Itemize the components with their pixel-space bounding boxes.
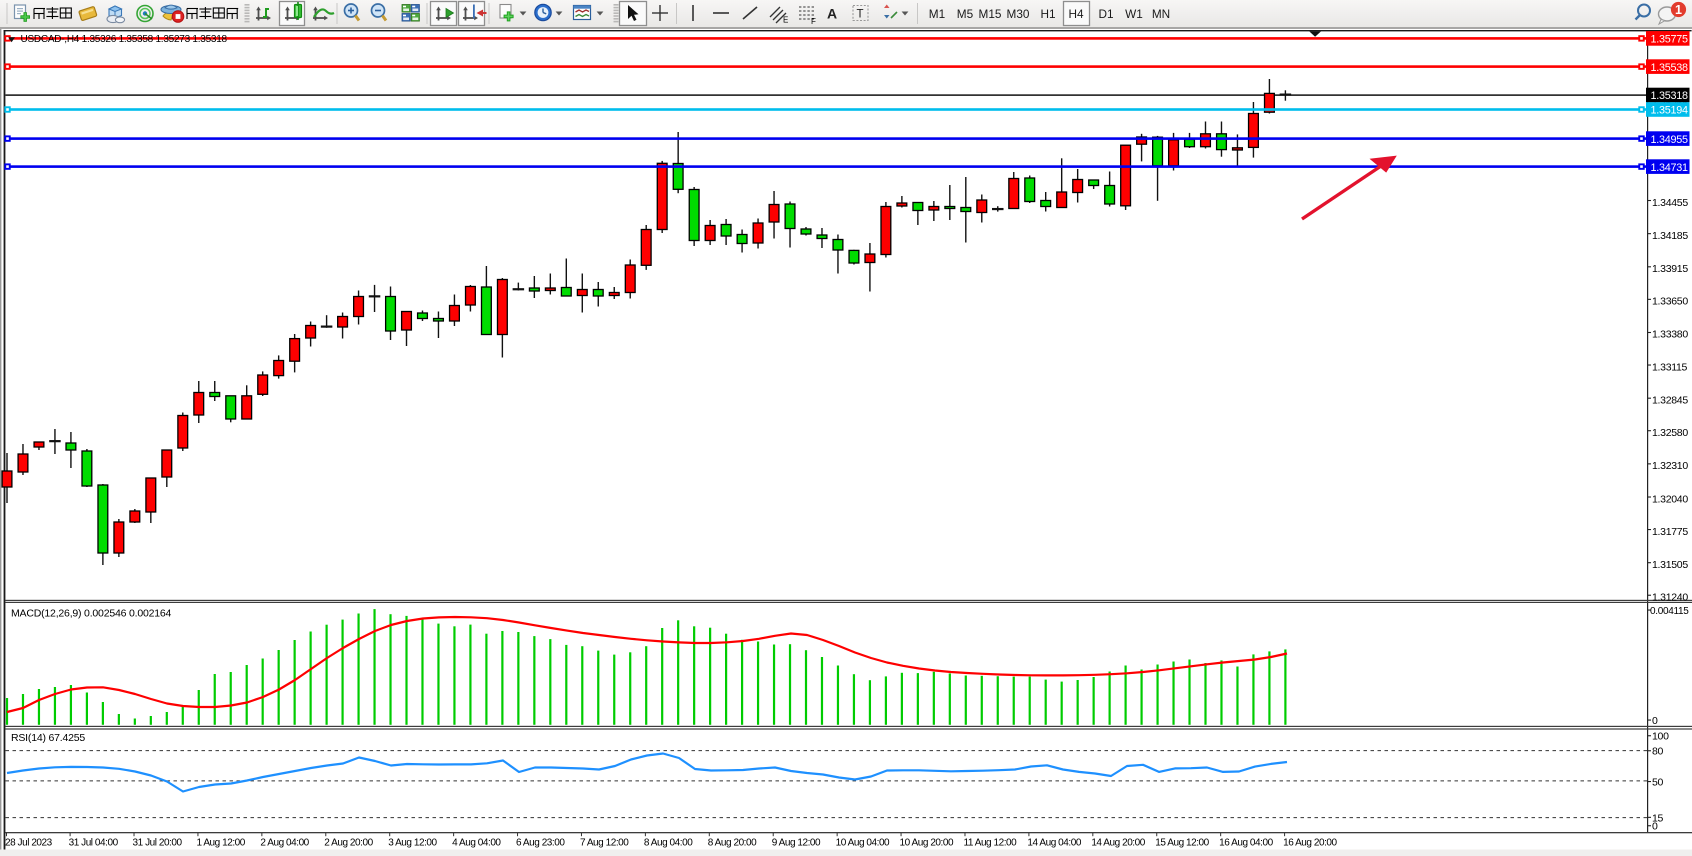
svg-text:1.35538: 1.35538 xyxy=(1651,62,1689,74)
svg-text:1.33380: 1.33380 xyxy=(1652,329,1688,341)
svg-text:A: A xyxy=(827,6,837,22)
svg-text:M5: M5 xyxy=(957,7,974,21)
svg-text:7 Aug 12:00: 7 Aug 12:00 xyxy=(580,838,629,849)
svg-text:H1: H1 xyxy=(1040,7,1055,21)
svg-text:1 Aug 12:00: 1 Aug 12:00 xyxy=(196,838,245,849)
svg-text:RSI(14) 67.4255: RSI(14) 67.4255 xyxy=(11,732,85,744)
svg-text:0.004115: 0.004115 xyxy=(1650,606,1689,617)
svg-text:M1: M1 xyxy=(929,7,945,21)
svg-text:1.35775: 1.35775 xyxy=(1651,34,1689,46)
svg-text:14 Aug 20:00: 14 Aug 20:00 xyxy=(1091,838,1145,849)
svg-text:1.35194: 1.35194 xyxy=(1651,105,1689,117)
svg-text:3 Aug 12:00: 3 Aug 12:00 xyxy=(388,838,437,849)
svg-text:2 Aug 04:00: 2 Aug 04:00 xyxy=(260,838,309,849)
svg-text:28 Jul 2023: 28 Jul 2023 xyxy=(5,838,53,849)
svg-text:31 Jul 04:00: 31 Jul 04:00 xyxy=(69,838,119,849)
svg-text:15: 15 xyxy=(1652,812,1664,824)
svg-text:1.31240: 1.31240 xyxy=(1652,591,1688,603)
svg-text:6 Aug 23:00: 6 Aug 23:00 xyxy=(516,838,565,849)
svg-text:10 Aug 20:00: 10 Aug 20:00 xyxy=(900,838,954,849)
svg-text:1.33915: 1.33915 xyxy=(1652,263,1688,275)
svg-text:0: 0 xyxy=(1652,821,1658,833)
svg-text:USDCAD-,H4 1.35326 1.35358 1.: USDCAD-,H4 1.35326 1.35358 1.35273 1.353… xyxy=(21,34,228,45)
svg-text:16 Aug 04:00: 16 Aug 04:00 xyxy=(1219,838,1273,849)
svg-text:M15: M15 xyxy=(979,7,1002,21)
svg-text:H4: H4 xyxy=(1068,7,1084,21)
svg-text:1.34731: 1.34731 xyxy=(1651,162,1689,174)
svg-text:D1: D1 xyxy=(1098,7,1113,21)
svg-text:10 Aug 04:00: 10 Aug 04:00 xyxy=(836,838,890,849)
svg-text:1.32310: 1.32310 xyxy=(1652,460,1688,472)
svg-text:W1: W1 xyxy=(1125,7,1143,21)
svg-text:1.34955: 1.34955 xyxy=(1651,134,1689,146)
svg-text:1: 1 xyxy=(1675,3,1682,17)
svg-text:9 Aug 12:00: 9 Aug 12:00 xyxy=(772,838,821,849)
svg-text:16 Aug 20:00: 16 Aug 20:00 xyxy=(1283,838,1337,849)
svg-text:1.33115: 1.33115 xyxy=(1652,361,1688,373)
svg-text:11 Aug 12:00: 11 Aug 12:00 xyxy=(963,838,1017,849)
svg-text:1.35318: 1.35318 xyxy=(1651,90,1689,102)
svg-text:50: 50 xyxy=(1652,777,1664,789)
svg-text:14 Aug 04:00: 14 Aug 04:00 xyxy=(1027,838,1081,849)
svg-text:1.32040: 1.32040 xyxy=(1652,493,1688,505)
svg-text:0: 0 xyxy=(1652,715,1658,727)
svg-text:MN: MN xyxy=(1152,7,1170,21)
svg-text:1.32845: 1.32845 xyxy=(1652,394,1688,406)
svg-text:E: E xyxy=(783,16,788,25)
svg-text:1.31775: 1.31775 xyxy=(1652,526,1688,538)
svg-text:1.32580: 1.32580 xyxy=(1652,427,1688,439)
svg-text:100: 100 xyxy=(1652,731,1669,743)
svg-text:T: T xyxy=(857,9,864,21)
svg-text:31 Jul 20:00: 31 Jul 20:00 xyxy=(133,838,183,849)
svg-text:15 Aug 12:00: 15 Aug 12:00 xyxy=(1155,838,1209,849)
svg-text:80: 80 xyxy=(1652,746,1664,758)
svg-text:F: F xyxy=(811,17,816,26)
svg-text:1.34185: 1.34185 xyxy=(1652,230,1688,242)
svg-text:8 Aug 04:00: 8 Aug 04:00 xyxy=(644,838,693,849)
svg-text:8 Aug 20:00: 8 Aug 20:00 xyxy=(708,838,757,849)
svg-text:M30: M30 xyxy=(1007,7,1030,21)
svg-text:1.34455: 1.34455 xyxy=(1652,197,1688,209)
svg-text:1.33650: 1.33650 xyxy=(1652,296,1688,308)
svg-text:MACD(12,26,9) 0.002546 0.00216: MACD(12,26,9) 0.002546 0.002164 xyxy=(11,608,172,620)
svg-text:2 Aug 20:00: 2 Aug 20:00 xyxy=(324,838,373,849)
svg-text:4 Aug 04:00: 4 Aug 04:00 xyxy=(452,838,501,849)
svg-text:1.31505: 1.31505 xyxy=(1652,559,1688,571)
